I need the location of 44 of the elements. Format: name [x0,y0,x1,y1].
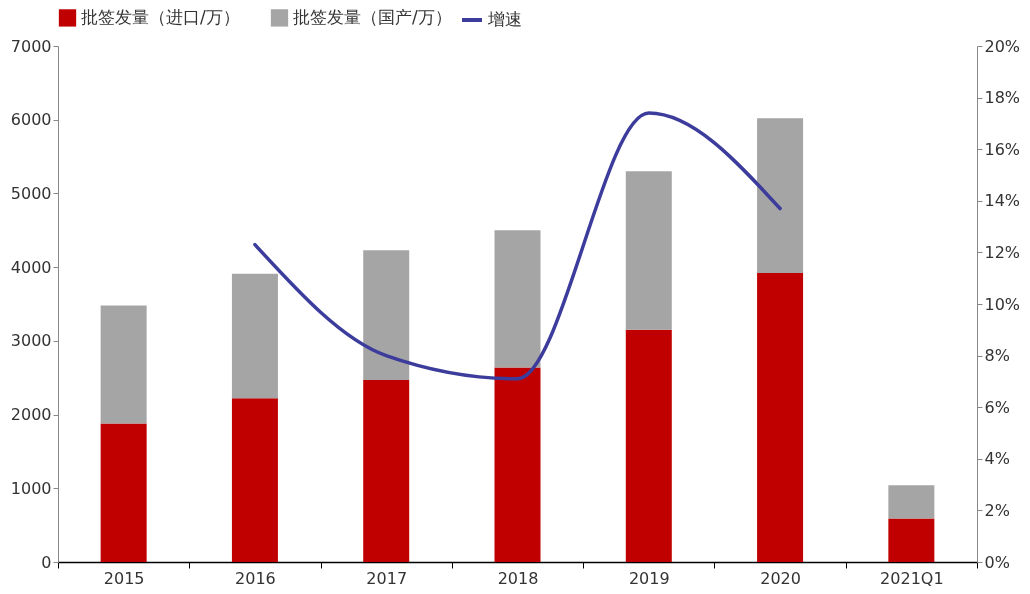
x-tick-label: 2021Q1 [880,568,944,588]
y-tick-label: 1000 [10,478,52,498]
x-tick-label: 2017 [366,568,408,588]
bar [363,379,410,562]
bar [231,273,278,399]
y-tick-label: 5000 [10,183,52,203]
y-tick-label: 4000 [10,257,52,277]
bar [231,398,278,562]
y2-tick-label: 20% [984,36,1021,56]
bar [888,518,935,562]
bar [625,329,672,562]
bar [757,118,804,274]
legend-label: 增速 [487,9,522,29]
y2-tick-label: 18% [984,88,1021,108]
x-tick-label: 2020 [760,568,801,588]
line-series [253,111,782,381]
bar [100,305,147,424]
y2-tick-label: 8% [984,346,1010,366]
x-tick-label: 2018 [497,568,539,588]
bar [888,485,935,519]
y2-tick-label: 10% [984,294,1021,314]
y-tick-label: 3000 [10,331,52,351]
bar [494,367,541,562]
x-tick-label: 2016 [235,568,276,588]
legend-label: 批签发量（国产/万） [293,6,452,27]
y-tick-label: 0 [41,552,52,572]
legend-label: 批签发量（进口/万） [81,6,240,27]
bar [757,273,804,562]
y-tick-label: 6000 [10,110,52,130]
y2-tick-label: 14% [984,191,1021,211]
y-tick-label: 2000 [10,405,52,425]
bar [625,171,672,330]
y2-tick-label: 12% [984,242,1021,262]
y2-tick-label: 0% [984,552,1010,572]
bar [494,230,541,368]
y2-tick-label: 4% [984,449,1010,469]
y2-tick-label: 2% [984,500,1010,520]
y2-tick-label: 6% [984,397,1010,417]
bar [363,250,410,380]
y2-tick-label: 16% [984,139,1021,159]
x-tick-label: 2019 [628,568,670,588]
bar [100,423,147,562]
x-tick-label: 2015 [103,568,145,588]
y-tick-label: 7000 [10,36,52,56]
